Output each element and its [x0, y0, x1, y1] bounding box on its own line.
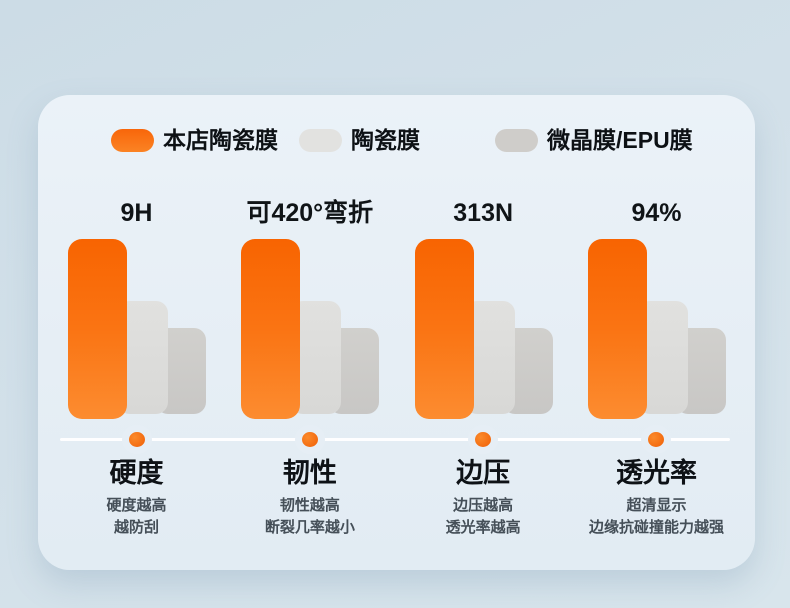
comparison-card: 本店陶瓷膜 陶瓷膜 微晶膜/EPU膜 9H 硬度 硬度越高 越防刮 可420°弯…: [38, 95, 755, 570]
value-label-toughness: 可420°弯折: [246, 199, 374, 227]
legend-item-micro-epu: 微晶膜/EPU膜: [495, 129, 693, 152]
bars-transmittance: [587, 239, 726, 419]
bar-group-edge-pressure: 313N 边压 边压越高 透光率越高: [414, 197, 553, 539]
axis-line: [60, 438, 730, 441]
value-label-transmittance: 94%: [631, 199, 682, 227]
legend-label-micro-epu: 微晶膜/EPU膜: [547, 127, 693, 153]
legend-label-ceramic: 陶瓷膜: [351, 127, 420, 153]
category-desc-toughness: 韧性越高 断裂几率越小: [264, 497, 355, 537]
value-label-edge-pressure: 313N: [453, 199, 514, 227]
category-desc-hardness: 硬度越高 越防刮: [106, 497, 167, 537]
category-label-transmittance: 透光率: [615, 458, 697, 488]
category-label-hardness: 硬度: [109, 458, 164, 488]
axis-dot-toughness: [301, 432, 318, 447]
bar-store-ceramic-film: [241, 239, 301, 419]
category-label-toughness: 韧性: [282, 458, 337, 488]
legend: 本店陶瓷膜 陶瓷膜 微晶膜/EPU膜: [38, 129, 755, 152]
bars-edge-pressure: [414, 239, 553, 419]
bar-group-hardness: 9H 硬度 硬度越高 越防刮: [68, 197, 206, 539]
category-label-edge-pressure: 边压: [456, 458, 511, 488]
legend-item-ceramic: 陶瓷膜: [299, 129, 420, 152]
legend-swatch-ceramic: [299, 129, 342, 152]
bars-hardness: [68, 239, 206, 419]
bar-chart: 9H 硬度 硬度越高 越防刮 可420°弯折 韧性 韧性越高 断裂几率越小 31…: [38, 197, 755, 539]
bar-store-ceramic-film: [587, 239, 647, 419]
axis-dot-edge-pressure: [475, 432, 492, 447]
category-desc-edge-pressure: 边压越高 透光率越高: [445, 497, 521, 537]
value-label-hardness: 9H: [120, 199, 153, 227]
bar-store-ceramic-film: [68, 239, 127, 419]
axis-dot-hardness: [128, 432, 145, 447]
bar-group-toughness: 可420°弯折 韧性 韧性越高 断裂几率越小: [241, 197, 380, 539]
bar-group-transmittance: 94% 透光率 超清显示 边缘抗碰撞能力越强: [587, 197, 726, 539]
bars-toughness: [241, 239, 380, 419]
legend-label-store-ceramic: 本店陶瓷膜: [163, 127, 278, 153]
legend-swatch-micro-epu: [495, 129, 538, 152]
legend-swatch-store-ceramic: [111, 129, 154, 152]
bar-store-ceramic-film: [414, 239, 474, 419]
axis-dot-transmittance: [648, 432, 665, 447]
category-desc-transmittance: 超清显示 边缘抗碰撞能力越强: [588, 497, 724, 537]
legend-item-store-ceramic: 本店陶瓷膜: [111, 129, 278, 152]
